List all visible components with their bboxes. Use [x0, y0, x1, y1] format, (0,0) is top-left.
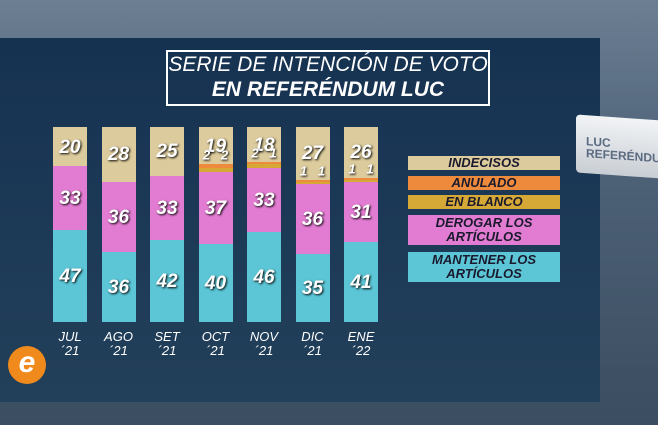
data-label: 36	[107, 276, 130, 298]
x-tick-label: OCT ´21	[201, 329, 230, 358]
data-label: 20	[59, 136, 81, 158]
legend-entry: EN BLANCO	[408, 195, 560, 209]
data-label: 2	[202, 147, 211, 163]
data-label: 41	[350, 272, 372, 294]
data-label: 27	[301, 143, 324, 165]
x-tick-label: AGO ´21	[104, 329, 133, 358]
data-label: 18	[253, 134, 275, 156]
title-box: SERIE DE INTENCIÓN DE VOTO EN REFERÉNDUM…	[166, 50, 490, 106]
chart-subtitle: EN REFERÉNDUM LUC	[168, 77, 488, 102]
data-label: 36	[301, 208, 324, 230]
data-label: 33	[156, 197, 178, 219]
data-label: 40	[204, 273, 227, 294]
bar-segment	[101, 181, 136, 252]
bar-segment	[198, 164, 233, 168]
subtitle-text: EN REFERÉNDUM LUC	[211, 78, 445, 101]
data-label: 37	[204, 197, 227, 219]
bar-segment	[53, 230, 87, 322]
data-label: 1	[348, 161, 356, 177]
x-tick-label: DIC ´21	[301, 329, 324, 358]
bar-segment	[295, 253, 330, 322]
bar-segment	[198, 171, 233, 244]
data-label: 47	[59, 266, 81, 288]
bar-segment	[344, 242, 378, 322]
bar-segment	[53, 127, 87, 166]
data-label: 31	[350, 201, 372, 223]
bar-segment	[295, 127, 330, 180]
legend-entry: ANULADO	[408, 176, 560, 190]
data-label: 25	[156, 141, 178, 163]
bar-segment	[344, 127, 378, 178]
data-label: 1	[366, 161, 374, 177]
legend-entry: MANTENER LOS ARTÍCULOS	[408, 252, 560, 282]
ballot-box: LUC REFERÉNDUM	[576, 114, 658, 180]
data-label: 1	[317, 163, 326, 179]
logo: e	[8, 346, 46, 384]
data-label: 19	[204, 135, 227, 157]
bar-segment	[198, 167, 233, 172]
data-label: 36	[107, 206, 130, 228]
data-label: 2	[251, 145, 259, 161]
bar-segment	[344, 177, 378, 180]
bar-segment	[101, 251, 136, 322]
x-tick-label: JUL ´21	[58, 329, 82, 358]
data-label: 35	[301, 277, 324, 299]
legend-entry: DEROGAR LOS ARTÍCULOS	[408, 215, 560, 245]
bar-segment	[53, 166, 87, 231]
data-label: 46	[253, 267, 275, 289]
bar-segment	[247, 127, 281, 163]
data-label: 2	[220, 147, 229, 163]
bar-segment	[150, 240, 184, 322]
data-label: 42	[156, 271, 178, 293]
bar-segment	[247, 164, 281, 168]
data-label: 28	[107, 144, 130, 166]
data-label: 33	[59, 188, 81, 210]
bar-segment	[247, 167, 281, 233]
bar-segment	[247, 232, 281, 322]
bar-segment	[295, 179, 330, 182]
bar-segment	[247, 162, 281, 165]
data-label: 26	[350, 142, 372, 164]
x-tick-label: NOV ´21	[249, 329, 279, 358]
bar-segment	[101, 127, 136, 182]
legend-entry: INDECISOS	[408, 156, 560, 170]
bar-segment	[295, 181, 330, 184]
bar-segment	[344, 179, 378, 182]
chart-title: SERIE DE INTENCIÓN DE VOTO	[168, 53, 488, 76]
data-label: 33	[253, 190, 275, 212]
data-label: 1	[269, 145, 277, 161]
bar-segment	[198, 127, 233, 165]
x-tick-label: ENE ´22	[347, 329, 375, 358]
x-tick-label: SET ´21	[154, 329, 180, 358]
bar-segment	[150, 175, 184, 241]
bar-segment	[295, 183, 330, 254]
bar-segment	[344, 181, 378, 243]
bar-segment	[150, 127, 184, 176]
data-label: 1	[299, 163, 308, 179]
box-text: REFERÉNDUM	[586, 146, 658, 167]
bar-segment	[198, 244, 233, 322]
